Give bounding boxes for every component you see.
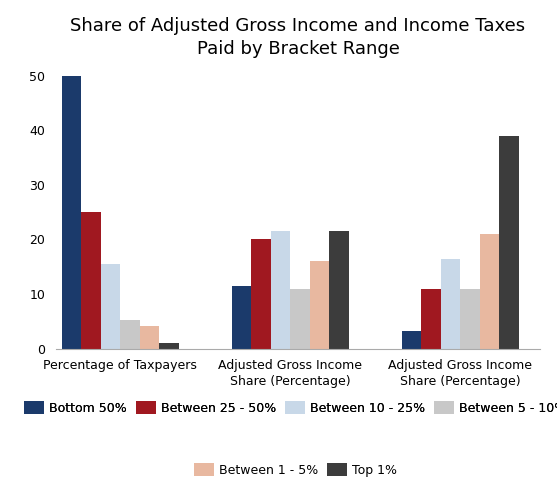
Bar: [402, 331, 421, 349]
Bar: [329, 231, 349, 349]
Bar: [62, 76, 81, 349]
Bar: [480, 234, 500, 349]
Title: Share of Adjusted Gross Income and Income Taxes
Paid by Bracket Range: Share of Adjusted Gross Income and Incom…: [70, 17, 526, 58]
Bar: [421, 288, 441, 349]
Bar: [251, 240, 271, 349]
Legend: Bottom 50%, Between 25 - 50%, Between 10 - 25%, Between 5 - 10%: Bottom 50%, Between 25 - 50%, Between 10…: [25, 400, 557, 414]
Bar: [461, 288, 480, 349]
Bar: [271, 231, 290, 349]
Bar: [120, 320, 140, 349]
Bar: [310, 261, 329, 349]
Bar: [290, 288, 310, 349]
Bar: [81, 212, 101, 349]
Legend: Between 1 - 5%, Top 1%: Between 1 - 5%, Top 1%: [194, 463, 397, 477]
Bar: [441, 258, 461, 349]
Bar: [500, 135, 519, 349]
Bar: [232, 286, 251, 349]
Bar: [140, 326, 159, 349]
Bar: [101, 264, 120, 349]
Bar: [159, 343, 179, 349]
